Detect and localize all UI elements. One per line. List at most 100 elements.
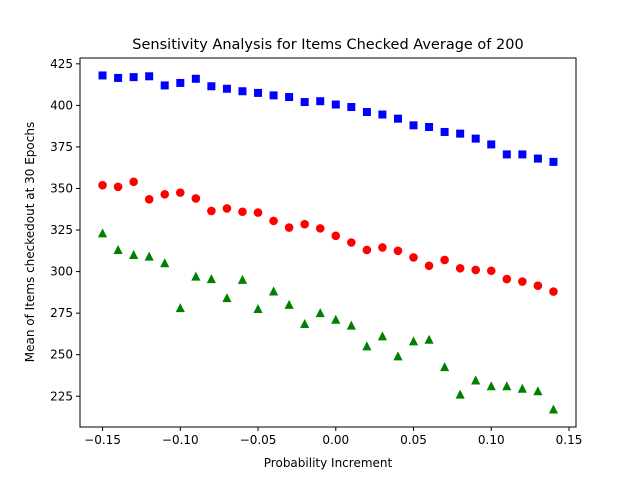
y-tick-label: 225 (50, 389, 73, 403)
data-point-square (393, 114, 402, 123)
data-point-triangle (471, 375, 481, 385)
data-point-circle (300, 219, 309, 229)
data-point-circle (533, 281, 543, 291)
data-point-circle (191, 194, 201, 203)
data-point-square (487, 140, 496, 149)
data-point-triangle (300, 318, 310, 328)
data-point-square (456, 129, 465, 138)
data-point-triangle (486, 381, 496, 391)
x-tick-label: 0.00 (322, 433, 349, 447)
data-point-triangle (144, 251, 154, 261)
data-point-circle (98, 180, 107, 190)
data-point-triangle (331, 314, 341, 324)
data-point-triangle (548, 404, 559, 414)
data-point-triangle (253, 303, 263, 313)
data-point-circle (269, 216, 278, 226)
data-point-circle (331, 231, 341, 241)
y-tick-label: 250 (50, 348, 73, 362)
data-point-circle (238, 207, 247, 217)
data-point-circle (362, 245, 372, 255)
y-tick-label: 325 (50, 223, 73, 237)
data-point-circle (486, 266, 496, 276)
data-point-square (160, 81, 169, 90)
data-point-triangle (393, 351, 403, 361)
data-point-square (425, 122, 434, 131)
data-point-circle (160, 189, 170, 199)
data-point-circle (440, 255, 449, 265)
data-point-circle (144, 194, 154, 204)
data-point-square (129, 73, 138, 82)
y-axis-label: Mean of Items checkedout at 30 Epochs (23, 122, 37, 362)
data-point-circle (129, 177, 138, 187)
data-point-triangle (191, 271, 201, 281)
data-point-square (176, 78, 185, 87)
data-point-circle (207, 206, 216, 216)
data-point-triangle (113, 244, 123, 254)
data-point-circle (409, 253, 418, 262)
y-tick-label: 300 (50, 265, 73, 279)
data-point-triangle (175, 303, 185, 313)
data-point-square (269, 91, 278, 100)
data-point-square (145, 72, 154, 81)
data-point-square (347, 103, 356, 112)
data-point-square (549, 157, 558, 166)
data-point-circle (455, 263, 465, 273)
data-point-triangle (284, 299, 294, 309)
x-tick-label: −0.15 (84, 433, 121, 447)
data-point-circle (222, 204, 232, 213)
data-point-triangle (440, 362, 450, 372)
y-tick-label: 375 (50, 140, 73, 154)
y-tick-label: 350 (50, 181, 73, 195)
data-point-triangle (268, 286, 279, 296)
data-point-square (533, 154, 542, 163)
x-tick-label: 0.10 (478, 433, 505, 447)
data-point-triangle (222, 293, 232, 303)
data-point-circle (393, 246, 403, 256)
data-point-triangle (408, 336, 419, 346)
data-point-triangle (362, 341, 372, 351)
data-point-square (316, 97, 325, 106)
data-point-triangle (206, 274, 216, 284)
data-point-square (222, 84, 231, 93)
data-point-triangle (346, 320, 356, 330)
x-tick-label: 0.05 (400, 433, 427, 447)
data-point-circle (175, 188, 185, 197)
data-point-circle (284, 223, 294, 232)
data-point-square (440, 127, 449, 136)
data-point-circle (424, 261, 434, 271)
x-axis-label: Probability Increment (264, 456, 393, 470)
data-point-square (331, 100, 340, 109)
data-point-square (114, 73, 123, 82)
data-point-circle (502, 274, 512, 284)
data-point-triangle (424, 334, 434, 344)
data-point-triangle (455, 389, 465, 399)
data-point-triangle (533, 386, 543, 396)
y-tick-label: 275 (50, 306, 73, 320)
y-axis-ticks: 225 250 275 300 325 350 375 400 425 (50, 57, 80, 403)
data-point-square (285, 93, 294, 102)
data-point-square (238, 87, 247, 96)
data-point-triangle (502, 381, 512, 391)
data-point-square (254, 88, 263, 97)
data-point-square (378, 110, 387, 119)
data-point-triangle (377, 331, 388, 341)
data-point-circle (315, 224, 325, 233)
data-points (97, 71, 559, 414)
data-point-triangle (517, 383, 527, 393)
data-point-circle (471, 265, 481, 275)
data-point-circle (549, 287, 558, 296)
data-point-square (518, 150, 527, 159)
data-point-square (300, 98, 309, 107)
data-point-circle (253, 208, 263, 217)
data-point-square (98, 71, 107, 80)
data-point-square (502, 150, 511, 159)
y-tick-label: 425 (50, 57, 73, 71)
x-tick-label: −0.05 (240, 433, 277, 447)
x-axis-ticks: −0.15 −0.10 −0.05 0.00 0.05 0.10 0.15 (84, 427, 582, 447)
data-point-triangle (237, 274, 248, 284)
data-point-square (191, 74, 200, 83)
x-tick-label: 0.15 (556, 433, 583, 447)
y-tick-label: 400 (50, 98, 73, 112)
data-point-triangle (160, 258, 170, 268)
